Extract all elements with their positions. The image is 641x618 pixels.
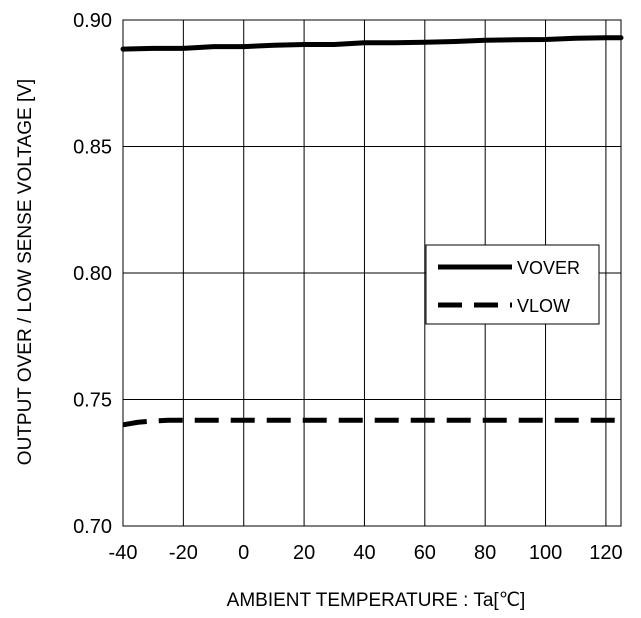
y-axis-label: OUTPUT OVER / LOW SENSE VOLTAGE [V] [15,79,36,465]
x-tick-label: 80 [474,542,496,564]
legend-label-vlow: VLOW [517,296,570,316]
x-tick-label: -20 [169,542,198,564]
x-tick-label: 20 [293,542,315,564]
x-tick-label: 40 [353,542,375,564]
y-tick-label: 0.90 [73,10,112,32]
y-tick-label: 0.80 [73,263,112,285]
legend: VOVER VLOW [425,244,600,325]
x-tick-label: -40 [109,542,138,564]
x-tick-label: 120 [589,542,622,564]
series-layer [120,35,624,428]
legend-box [425,244,600,325]
x-tick-label: 100 [529,542,562,564]
x-tick-label: 0 [238,542,249,564]
y-tick-label: 0.85 [73,137,112,159]
series-line-vover [120,35,624,52]
x-tick-label: 60 [414,542,436,564]
x-axis-label: AMBIENT TEMPERATURE : Ta[℃] [227,590,526,611]
y-tick-label: 0.75 [73,390,112,412]
plot-frame [122,19,622,527]
series-line-vlow [122,417,621,428]
legend-label-vover: VOVER [517,258,580,278]
y-tick-label: 0.70 [73,516,112,538]
tick-label-layer: -40 -20 0 20 40 60 80 100 120 0.70 0.75 0.80 0.85 0.9… [73,10,623,564]
